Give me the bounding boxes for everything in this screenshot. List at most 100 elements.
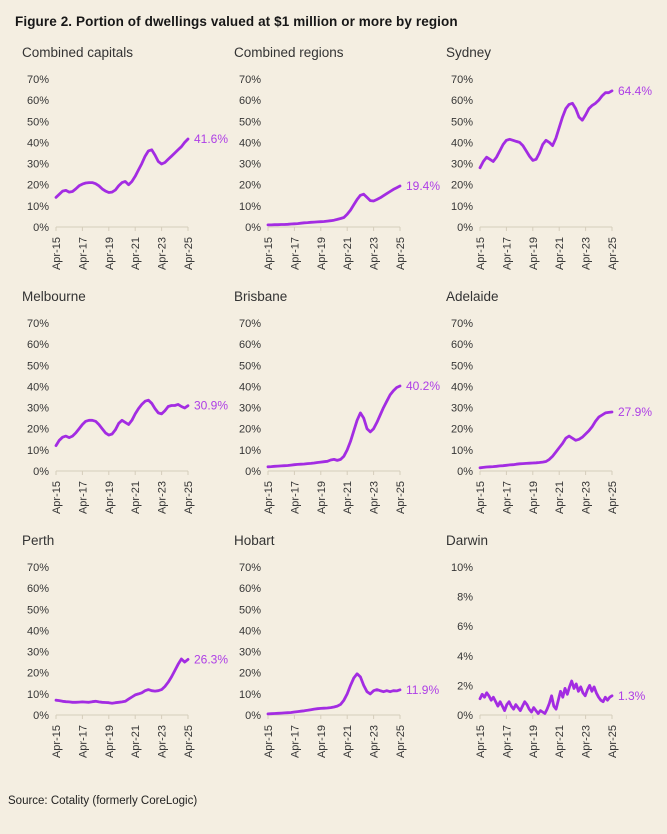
chart-title: Perth: [22, 533, 55, 548]
svg-text:Apr-17: Apr-17: [501, 725, 513, 758]
svg-text:20%: 20%: [451, 180, 473, 192]
chart-combined-regions: Combined regions 70% 60% 50% 40% 30% 20% 10% 0%…: [232, 39, 444, 277]
svg-text:Apr-17: Apr-17: [77, 725, 89, 758]
svg-text:Apr-21: Apr-21: [342, 481, 354, 514]
svg-text:Apr-17: Apr-17: [501, 237, 513, 270]
svg-text:19.4%: 19.4%: [406, 179, 440, 193]
svg-text:40%: 40%: [27, 137, 49, 149]
svg-text:Apr-25: Apr-25: [607, 237, 619, 270]
chart-title: Adelaide: [446, 289, 499, 304]
svg-text:Apr-23: Apr-23: [369, 725, 381, 758]
svg-text:50%: 50%: [27, 604, 49, 616]
svg-text:Apr-19: Apr-19: [316, 237, 328, 270]
svg-text:Apr-25: Apr-25: [607, 725, 619, 758]
svg-text:Apr-25: Apr-25: [183, 237, 195, 270]
svg-text:30.9%: 30.9%: [194, 399, 228, 413]
svg-text:10%: 10%: [451, 201, 473, 213]
svg-text:30%: 30%: [451, 403, 473, 415]
svg-text:10%: 10%: [27, 689, 49, 701]
svg-text:Apr-15: Apr-15: [263, 237, 275, 270]
svg-text:10%: 10%: [451, 445, 473, 457]
svg-text:70%: 70%: [451, 318, 473, 330]
svg-text:50%: 50%: [451, 360, 473, 372]
svg-text:Apr-15: Apr-15: [51, 237, 63, 270]
svg-text:70%: 70%: [451, 74, 473, 86]
svg-text:Apr-25: Apr-25: [607, 481, 619, 514]
svg-text:Apr-15: Apr-15: [263, 481, 275, 514]
svg-text:30%: 30%: [451, 159, 473, 171]
svg-text:Apr-21: Apr-21: [130, 481, 142, 514]
chart-hobart: Hobart 70% 60% 50% 40% 30% 20% 10% 0% Apr-15 Apr-…: [232, 527, 444, 765]
svg-text:30%: 30%: [239, 403, 261, 415]
svg-text:Apr-23: Apr-23: [369, 481, 381, 514]
chart-title: Sydney: [446, 45, 492, 60]
svg-text:50%: 50%: [239, 360, 261, 372]
svg-text:10%: 10%: [27, 201, 49, 213]
svg-text:30%: 30%: [27, 403, 49, 415]
svg-text:Apr-19: Apr-19: [316, 481, 328, 514]
svg-text:Apr-17: Apr-17: [289, 725, 301, 758]
svg-text:10%: 10%: [27, 445, 49, 457]
line-plot: 10% 8% 6% 4% 2% 0%Apr-15 Apr-17 Apr-19 Apr-21 Apr…: [451, 562, 646, 758]
svg-text:70%: 70%: [239, 74, 261, 86]
chart-title: Darwin: [446, 533, 489, 548]
svg-text:70%: 70%: [239, 318, 261, 330]
svg-text:50%: 50%: [451, 116, 473, 128]
svg-text:Apr-21: Apr-21: [130, 725, 142, 758]
chart-title: Melbourne: [22, 289, 86, 304]
svg-text:Apr-25: Apr-25: [395, 725, 407, 758]
svg-text:40%: 40%: [451, 137, 473, 149]
svg-text:Apr-21: Apr-21: [554, 725, 566, 758]
svg-text:Apr-15: Apr-15: [475, 481, 487, 514]
svg-text:Apr-25: Apr-25: [395, 237, 407, 270]
svg-text:0%: 0%: [33, 710, 49, 722]
svg-text:Apr-21: Apr-21: [342, 237, 354, 270]
svg-text:1.3%: 1.3%: [618, 689, 646, 703]
chart-adelaide: Adelaide 70% 60% 50% 40% 30% 20% 10% 0% Apr-15 Ap…: [444, 283, 656, 521]
svg-text:70%: 70%: [27, 318, 49, 330]
line-plot: 70% 60% 50% 40% 30% 20% 10% 0%Apr-15 Apr-17 Apr-1…: [239, 318, 440, 514]
svg-text:40%: 40%: [239, 625, 261, 637]
svg-text:0%: 0%: [245, 710, 261, 722]
svg-text:Apr-19: Apr-19: [528, 481, 540, 514]
svg-text:27.9%: 27.9%: [618, 405, 652, 419]
svg-text:Apr-15: Apr-15: [51, 481, 63, 514]
svg-text:50%: 50%: [239, 604, 261, 616]
chart-brisbane: Brisbane 70% 60% 50% 40% 30% 20% 10% 0% Apr-15 Ap…: [232, 283, 444, 521]
source-note: Source: Cotality (formerly CoreLogic): [8, 795, 198, 807]
svg-text:11.9%: 11.9%: [406, 683, 439, 697]
chart-title: Hobart: [234, 533, 275, 548]
svg-text:Apr-15: Apr-15: [475, 237, 487, 270]
chart-melbourne: Melbourne 70% 60% 50% 40% 30% 20% 10% 0% Apr-15 A…: [20, 283, 232, 521]
svg-text:64.4%: 64.4%: [618, 84, 652, 98]
svg-text:Apr-19: Apr-19: [528, 725, 540, 758]
svg-text:0%: 0%: [457, 710, 473, 722]
svg-text:30%: 30%: [239, 647, 261, 659]
svg-text:41.6%: 41.6%: [194, 132, 228, 146]
svg-text:Apr-21: Apr-21: [130, 237, 142, 270]
svg-text:Apr-21: Apr-21: [554, 237, 566, 270]
svg-text:6%: 6%: [457, 621, 473, 633]
chart-combined-capitals: Combined capitals 70% 60% 50% 40% 30% 20% 10% 0…: [20, 39, 232, 277]
svg-text:20%: 20%: [27, 668, 49, 680]
svg-text:Apr-21: Apr-21: [342, 725, 354, 758]
svg-text:20%: 20%: [239, 424, 261, 436]
line-plot: 70% 60% 50% 40% 30% 20% 10% 0%Apr-15 Apr-17 Apr-1…: [239, 74, 440, 270]
svg-text:Apr-19: Apr-19: [104, 237, 116, 270]
svg-text:0%: 0%: [457, 222, 473, 234]
svg-text:0%: 0%: [245, 222, 261, 234]
svg-text:4%: 4%: [457, 651, 473, 663]
line-plot: 70% 60% 50% 40% 30% 20% 10% 0%Apr-15 Apr-17 Apr-1…: [239, 562, 439, 758]
svg-text:Apr-25: Apr-25: [183, 481, 195, 514]
chart-sydney: Sydney 70% 60% 50% 40% 30% 20% 10% 0% Apr-15 Apr-…: [444, 39, 656, 277]
svg-text:40%: 40%: [239, 381, 261, 393]
svg-text:10%: 10%: [239, 445, 261, 457]
svg-text:Apr-19: Apr-19: [104, 481, 116, 514]
svg-text:30%: 30%: [239, 159, 261, 171]
svg-text:40.2%: 40.2%: [406, 379, 440, 393]
svg-text:Apr-17: Apr-17: [501, 481, 513, 514]
svg-text:2%: 2%: [457, 680, 473, 692]
svg-text:Apr-23: Apr-23: [157, 725, 169, 758]
svg-text:20%: 20%: [239, 668, 261, 680]
svg-text:Apr-17: Apr-17: [77, 481, 89, 514]
